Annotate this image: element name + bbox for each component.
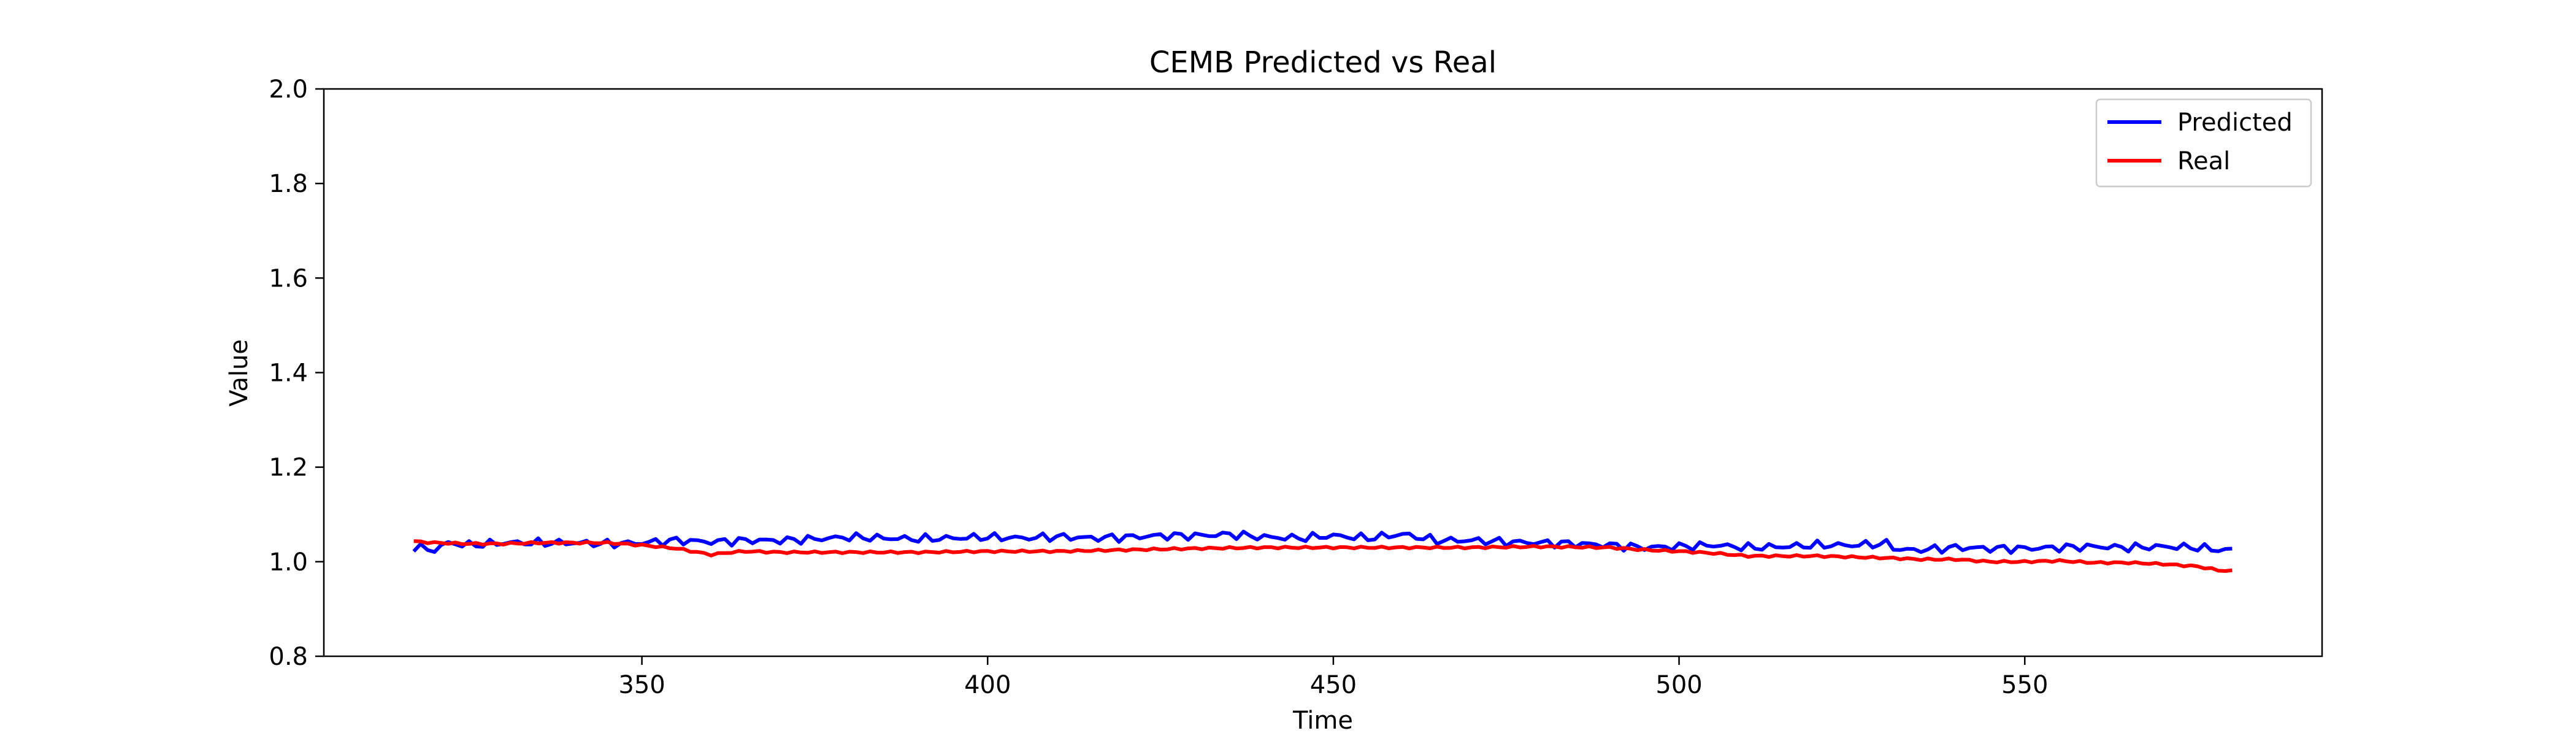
series-line-predicted (412, 529, 2233, 555)
y-tick-label: 1.8 (269, 170, 308, 198)
axis-ticks: 350 400 450 500 550 0.8 1.0 1.2 1.4 1.6 1.8 2.0 (269, 75, 2048, 699)
legend-label-real: Real (2177, 147, 2230, 175)
legend: Predicted Real (2095, 98, 2312, 188)
y-tick-label: 1.4 (269, 359, 308, 388)
x-axis-label: Time (1292, 707, 1353, 735)
x-tick-label: 400 (964, 671, 1011, 699)
legend-label-predicted: Predicted (2177, 109, 2293, 137)
y-tick-label: 0.8 (269, 643, 308, 671)
x-tick-label: 500 (1655, 671, 1702, 699)
x-tick-label: 350 (618, 671, 665, 699)
y-tick-label: 1.0 (269, 548, 308, 577)
y-axis-label: Value (225, 339, 253, 407)
y-tick-label: 2.0 (269, 75, 308, 104)
y-tick-label: 1.6 (269, 264, 308, 293)
plot-area-frame (323, 88, 2323, 657)
series-lines (412, 529, 2233, 573)
chart-title: CEMB Predicted vs Real (1149, 45, 1497, 80)
x-tick-label: 550 (2001, 671, 2048, 699)
series-line-real (413, 539, 2233, 573)
y-tick-label: 1.2 (269, 454, 308, 482)
x-tick-label: 450 (1310, 671, 1357, 699)
